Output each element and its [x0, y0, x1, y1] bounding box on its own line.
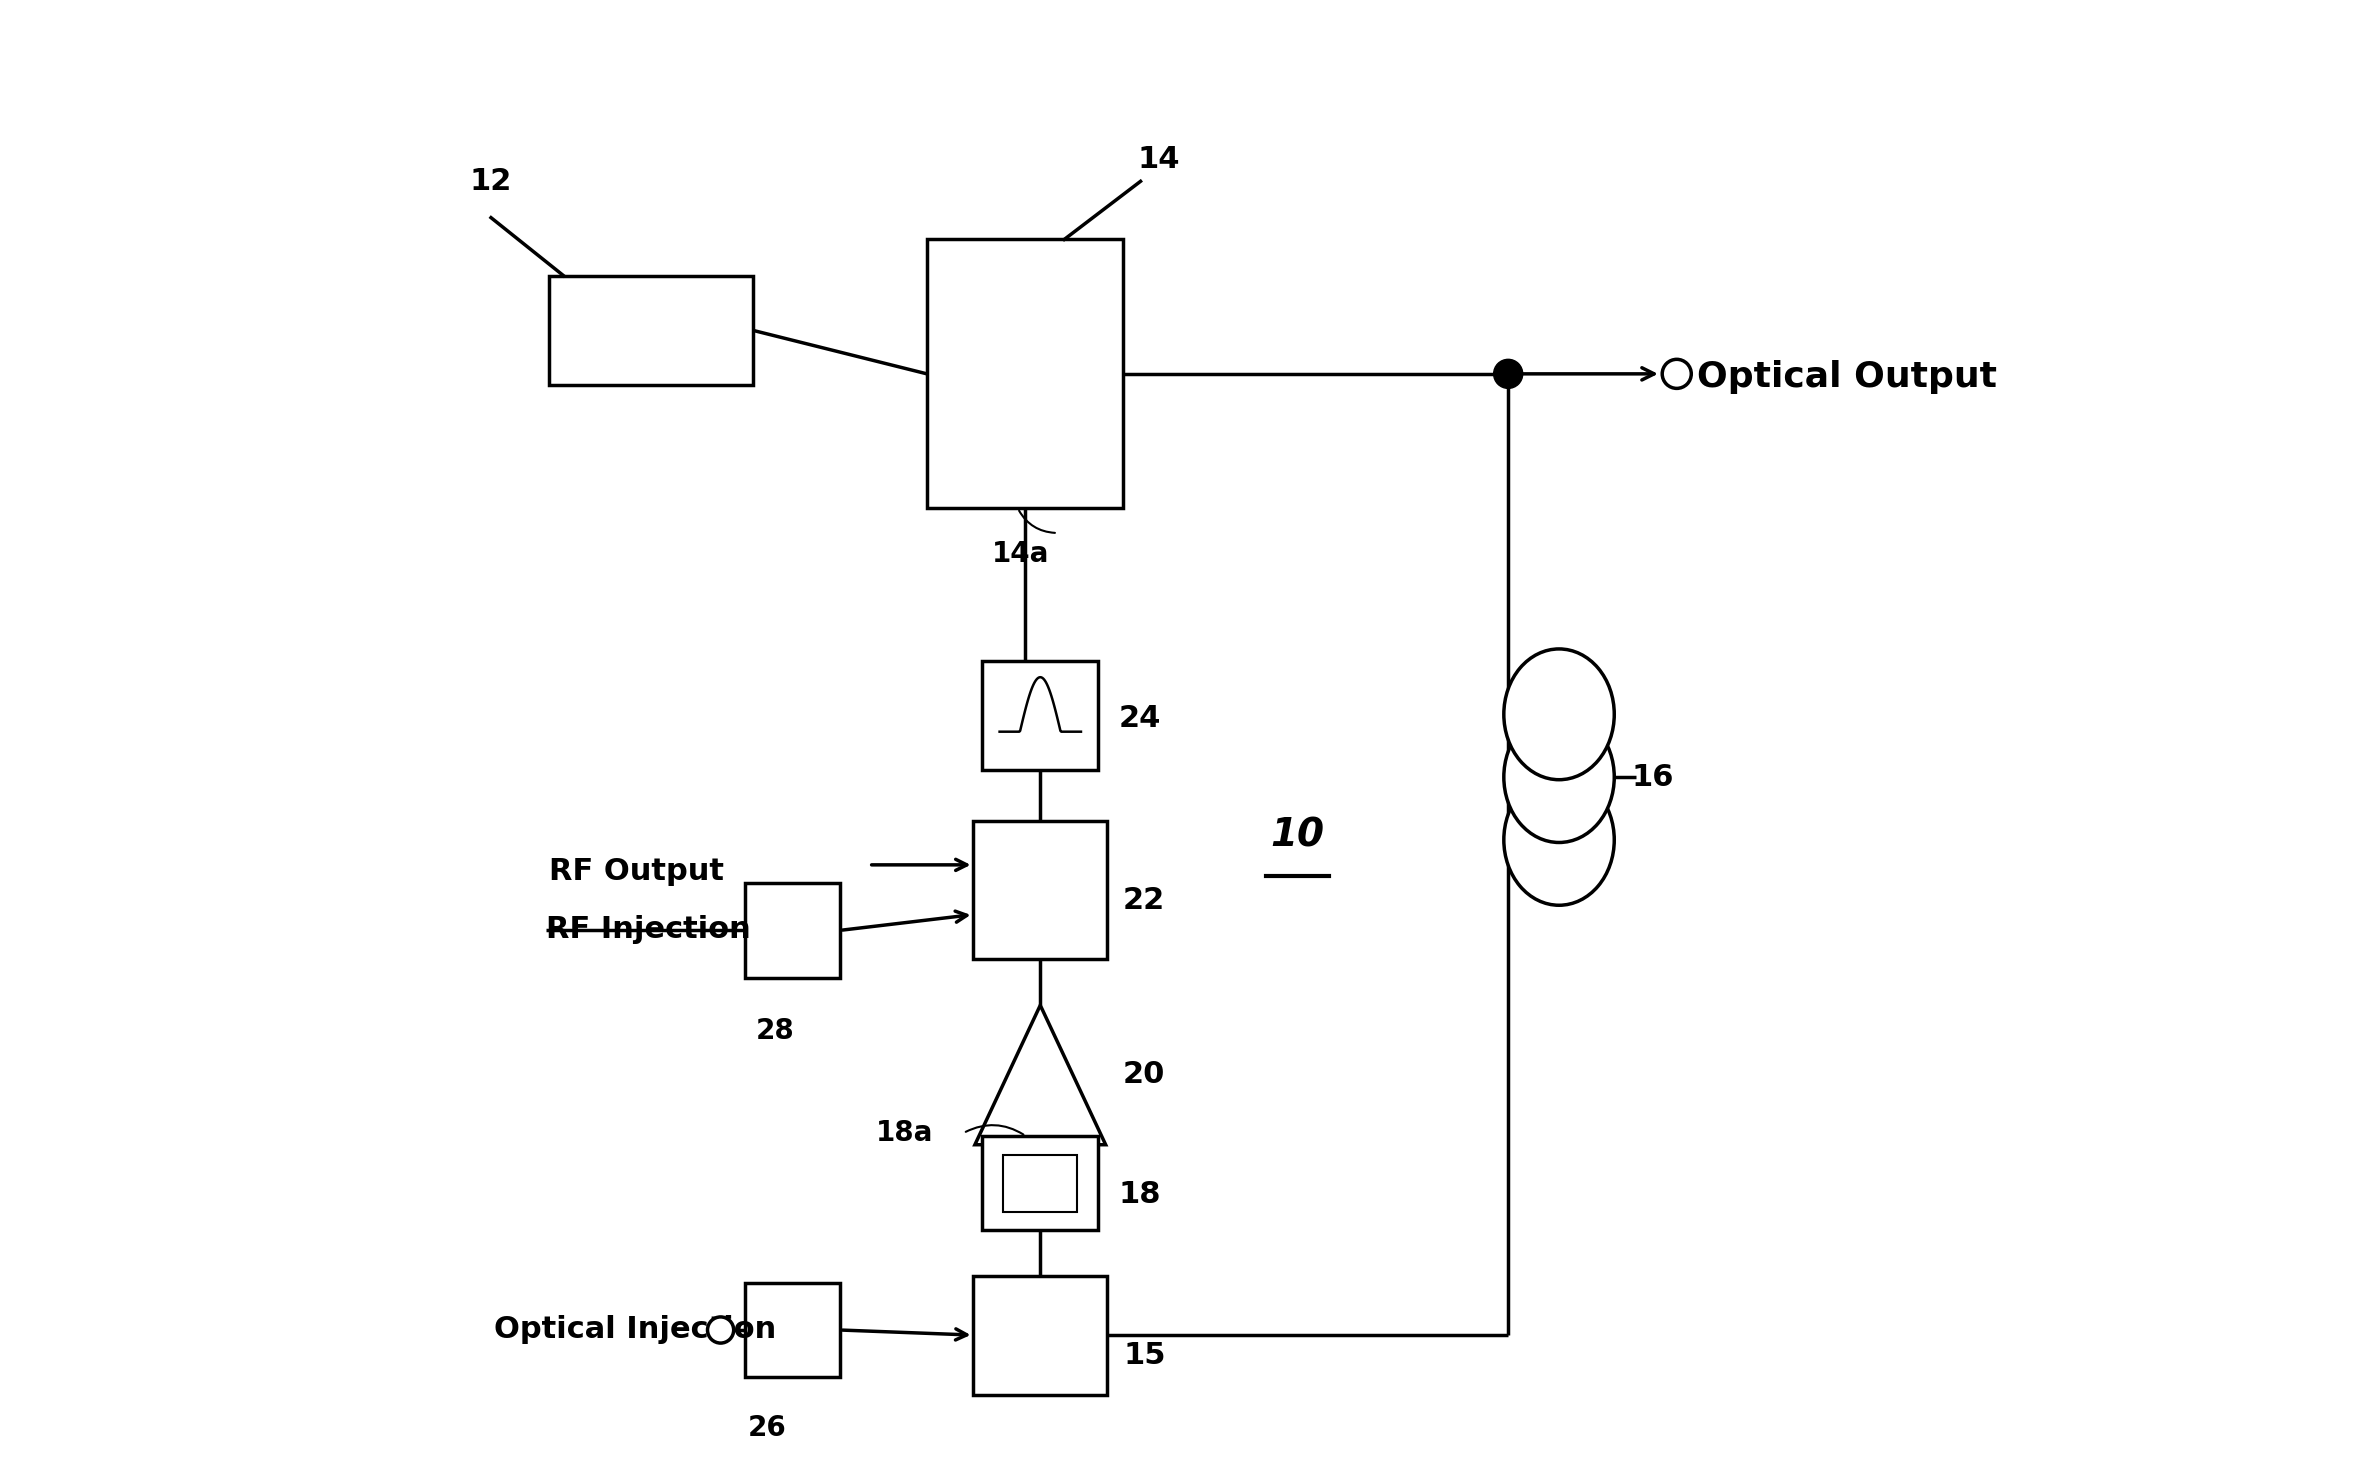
Bar: [975, 1275, 1108, 1395]
Text: 22: 22: [1122, 886, 1165, 915]
Text: Optical Output: Optical Output: [1697, 361, 1997, 395]
Bar: [746, 883, 839, 977]
Text: 18: 18: [1120, 1179, 1162, 1209]
Bar: [975, 820, 1108, 959]
Bar: [982, 660, 1098, 770]
Text: 14: 14: [1139, 145, 1179, 175]
Text: 16: 16: [1631, 763, 1673, 792]
Circle shape: [708, 1317, 734, 1344]
Ellipse shape: [1505, 648, 1614, 779]
Text: 12: 12: [468, 167, 511, 197]
Text: 10: 10: [1269, 816, 1324, 854]
Text: 26: 26: [749, 1414, 787, 1442]
Text: 28: 28: [756, 1017, 794, 1045]
Text: 14a: 14a: [991, 540, 1051, 568]
Circle shape: [1493, 359, 1524, 389]
Text: RF Injection: RF Injection: [547, 915, 751, 945]
Text: 20: 20: [1122, 1061, 1165, 1090]
Bar: [927, 239, 1122, 508]
Text: 18a: 18a: [877, 1119, 934, 1147]
Text: Optical Injection: Optical Injection: [494, 1314, 777, 1344]
Polygon shape: [975, 1005, 1105, 1144]
Bar: [982, 1135, 1098, 1231]
Circle shape: [1662, 359, 1692, 389]
Text: 24: 24: [1120, 704, 1160, 734]
Ellipse shape: [1505, 775, 1614, 905]
Ellipse shape: [1505, 711, 1614, 842]
Text: 15: 15: [1122, 1341, 1165, 1370]
Bar: [549, 276, 754, 384]
Bar: [1003, 1155, 1077, 1212]
Text: RF Output: RF Output: [549, 857, 725, 886]
Bar: [746, 1282, 839, 1378]
